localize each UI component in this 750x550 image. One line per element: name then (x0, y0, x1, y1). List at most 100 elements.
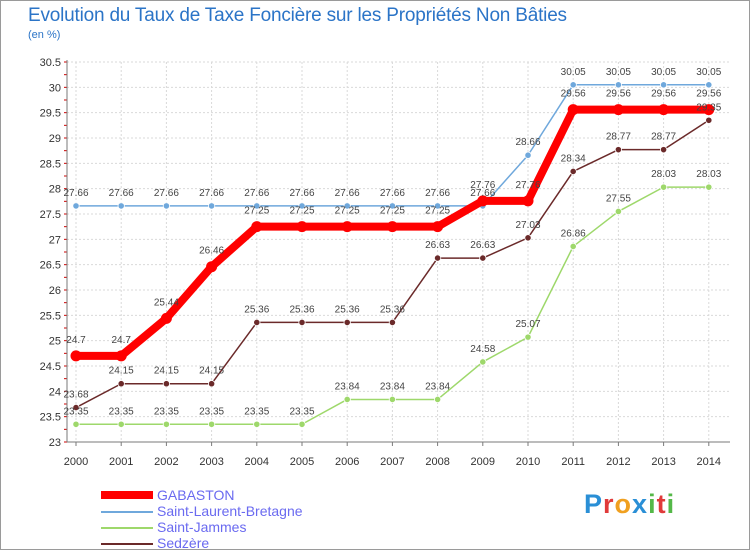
data-point-saint_jammes (388, 395, 396, 404)
y-tick-label: 29 (49, 133, 61, 145)
data-label-sedzere: 25.36 (289, 304, 314, 315)
data-label-saint_laurent: 27.66 (244, 188, 269, 199)
data-point-saint_laurent (343, 202, 351, 210)
data-label-gabaston: 27.25 (244, 206, 269, 217)
y-tick-label: 25 (49, 336, 61, 348)
data-point-gabaston (658, 104, 670, 116)
data-point-gabaston (612, 104, 624, 116)
data-label-layer: 27.66 27.66 27.66 27.66 27.66 27.66 27.66 27.66… (63, 67, 721, 417)
legend-swatch-gabaston (101, 491, 153, 499)
legend-swatch-saint-laurent-bretagne (101, 511, 153, 513)
y-tick-label: 27 (49, 234, 61, 246)
data-label-sedzere: 28.77 (651, 132, 676, 143)
data-label-gabaston: 27.25 (335, 206, 360, 217)
data-point-gabaston (703, 104, 715, 116)
data-point-saint_laurent (253, 202, 261, 210)
data-point-saint_jammes (659, 183, 668, 191)
data-label-saint_jammes: 26.86 (561, 228, 586, 239)
x-tick-label: 2001 (109, 456, 133, 468)
data-label-sedzere: 29.35 (696, 102, 721, 113)
x-tick-label: 2000 (64, 456, 88, 468)
data-point-gabaston (341, 221, 353, 233)
data-label-saint_jammes: 28.03 (651, 169, 676, 180)
data-label-sedzere: 26.63 (425, 240, 450, 251)
data-point-gabaston (432, 221, 444, 233)
data-point-saint_laurent (614, 81, 623, 89)
y-tick-label: 29.5 (40, 108, 61, 120)
data-label-saint_laurent: 27.66 (470, 188, 495, 199)
logo-letter: x (632, 489, 649, 519)
data-label-gabaston: 26.46 (199, 246, 224, 257)
data-point-sedzere (117, 380, 125, 388)
data-point-gabaston (522, 195, 534, 207)
data-label-saint_jammes: 23.35 (289, 406, 314, 417)
data-label-saint_laurent: 27.66 (425, 188, 450, 199)
data-point-gabaston (567, 104, 579, 116)
data-label-saint_laurent: 30.05 (606, 67, 631, 78)
legend-label-saint-laurent-bretagne: Saint-Laurent-Bretagne (157, 503, 303, 519)
y-tick-label: 25.5 (40, 310, 61, 322)
data-label-gabaston: 27.76 (515, 180, 540, 191)
logo-letter: r (603, 489, 615, 519)
data-label-saint_jammes: 25.07 (515, 319, 540, 330)
data-point-saint_jammes (298, 420, 306, 428)
data-label-sedzere: 26.63 (470, 240, 495, 251)
data-label-saint_laurent: 27.66 (380, 188, 405, 199)
logo-letter: i (666, 489, 676, 519)
data-point-sedzere (343, 318, 351, 327)
data-label-gabaston: 29.56 (696, 89, 721, 100)
x-tick-label: 2007 (380, 456, 404, 468)
data-point-gabaston (296, 221, 308, 233)
data-point-saint_jammes (569, 242, 577, 251)
data-label-saint_jammes: 27.55 (606, 193, 631, 204)
data-label-sedzere: 27.03 (515, 220, 540, 231)
data-point-gabaston (251, 221, 263, 233)
axis-layer: 23 23.5 24 24.5 25 25.5 26 26.5 27 27.5 28 28.5 29 29… (40, 57, 730, 468)
data-point-sedzere (253, 318, 261, 327)
data-point-saint_jammes (162, 420, 170, 428)
x-tick-label: 2013 (651, 456, 675, 468)
data-point-saint_laurent (433, 202, 442, 210)
x-tick-label: 2012 (606, 456, 630, 468)
data-label-gabaston: 27.25 (380, 206, 405, 217)
data-label-sedzere: 25.36 (244, 304, 269, 315)
data-point-saint_jammes (72, 420, 80, 428)
data-point-sedzere (524, 234, 532, 242)
data-label-gabaston: 24.7 (66, 335, 86, 346)
data-point-saint_jammes (524, 333, 532, 341)
legend-label-saint-jammes: Saint-Jammes (157, 519, 247, 535)
data-point-saint_laurent (659, 81, 668, 89)
legend-label-sedzere: Sedzère (157, 535, 210, 550)
y-tick-label: 23 (49, 437, 61, 449)
data-label-saint_laurent: 27.66 (154, 188, 179, 199)
data-point-saint_laurent (208, 202, 216, 210)
data-point-sedzere (569, 167, 577, 176)
data-label-saint_laurent: 28.66 (515, 137, 540, 148)
data-label-saint_laurent: 30.05 (651, 67, 676, 78)
data-label-sedzere: 23.68 (63, 390, 88, 401)
data-label-sedzere: 24.15 (199, 366, 224, 377)
x-tick-label: 2006 (335, 456, 359, 468)
data-label-gabaston: 24.7 (111, 335, 131, 346)
y-tick-label: 28.5 (40, 158, 61, 170)
x-tick-label: 2004 (245, 456, 269, 468)
y-tick-label: 30 (49, 82, 61, 94)
data-label-sedzere: 28.34 (561, 153, 586, 164)
data-label-sedzere: 25.36 (335, 304, 360, 315)
data-point-saint_laurent (524, 151, 532, 159)
data-label-saint_jammes: 23.35 (109, 406, 134, 417)
data-point-saint_laurent (705, 81, 713, 89)
data-label-sedzere: 28.77 (606, 132, 631, 143)
data-label-gabaston: 29.56 (561, 89, 586, 100)
legend-swatch-sedzere (101, 543, 153, 545)
data-point-saint_jammes (479, 358, 487, 366)
data-point-saint_laurent (72, 202, 80, 210)
data-label-saint_laurent: 27.66 (289, 188, 314, 199)
x-tick-label: 2008 (425, 456, 449, 468)
chart-title: Evolution du Taux de Taxe Foncière sur l… (28, 5, 567, 26)
data-point-gabaston (477, 195, 489, 207)
series-layer (70, 81, 715, 428)
data-point-sedzere (162, 380, 170, 388)
data-point-sedzere (659, 146, 668, 154)
